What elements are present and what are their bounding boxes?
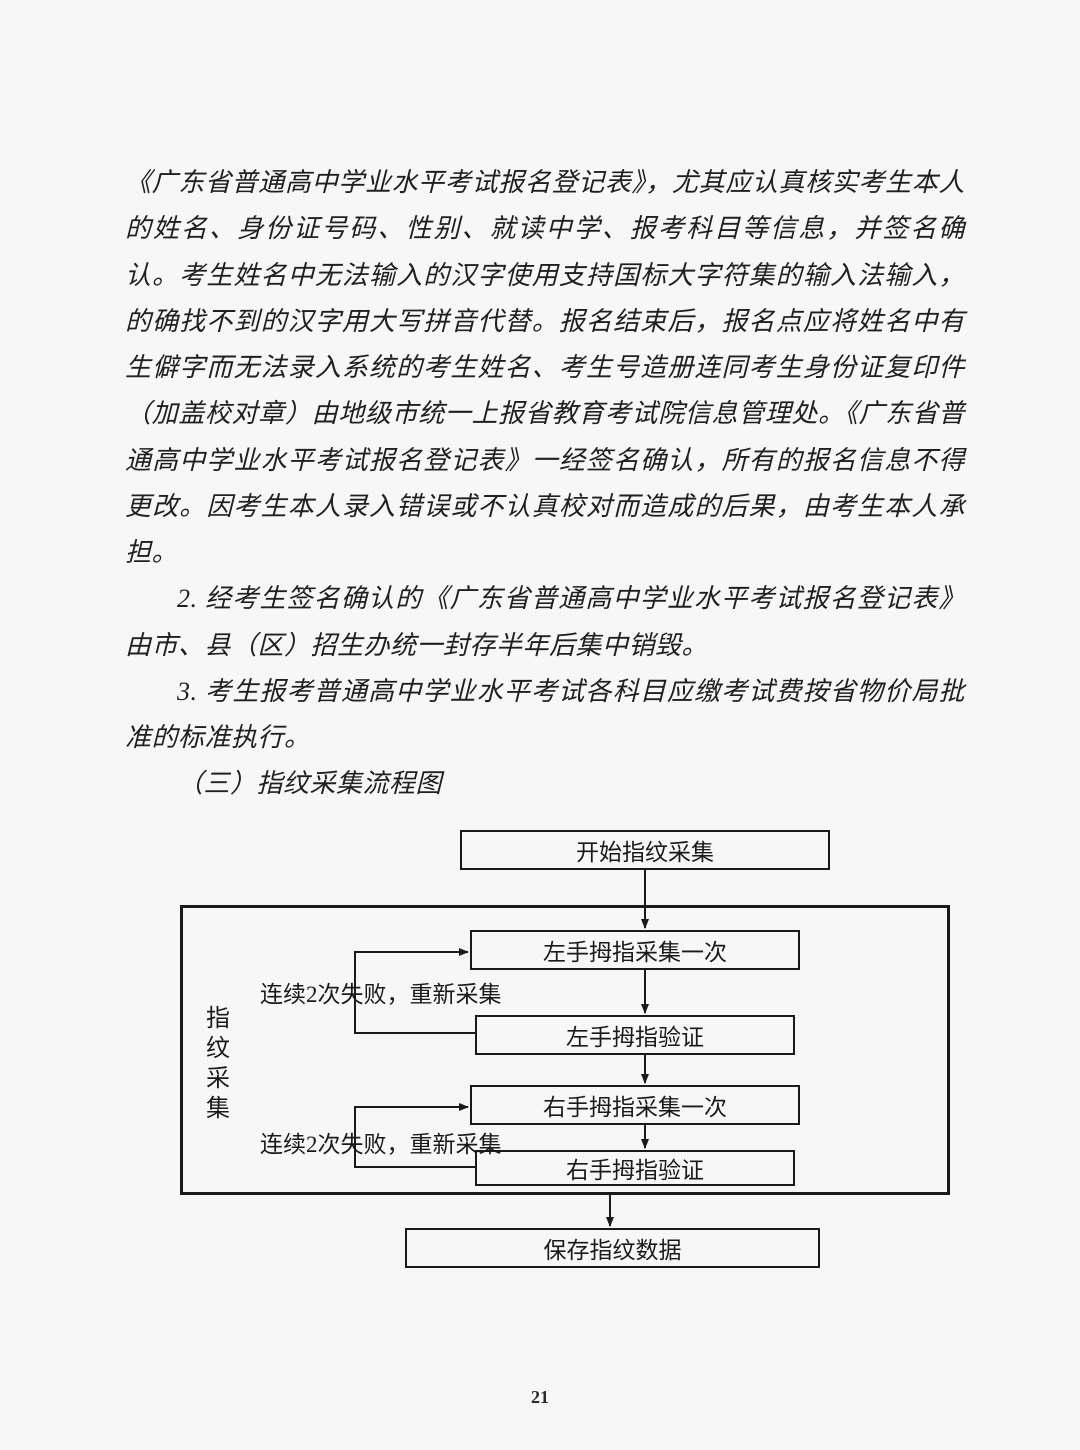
flow-box-left-collect-label: 左手拇指采集一次 (543, 933, 727, 967)
flow-box-right-collect-label: 右手拇指采集一次 (543, 1088, 727, 1122)
flow-box-save-label: 保存指纹数据 (544, 1231, 682, 1265)
flow-label-retry2-text: 连续2次失败，重新采集 (260, 1132, 502, 1157)
paragraph-1: 《广东省普通高中学业水平考试报名登记表》，尤其应认真核实考生本人的姓名、身份证号… (125, 160, 965, 576)
flow-box-right-verify: 右手拇指验证 (475, 1150, 795, 1186)
paragraph-4: （三）指纹采集流程图 (125, 761, 965, 807)
fingerprint-flowchart: 开始指纹采集 左手拇指采集一次 左手拇指验证 右手拇指采集一次 右手拇指验证 保… (180, 830, 950, 1270)
paragraph-2: 2. 经考生签名确认的《广东省普通高中学业水平考试报名登记表》由市、县（区）招生… (125, 576, 965, 669)
flow-label-vertical-text: 指纹采集 (206, 1006, 230, 1122)
flow-box-save: 保存指纹数据 (405, 1228, 820, 1268)
flow-box-right-verify-label: 右手拇指验证 (566, 1151, 704, 1185)
flow-label-retry1: 连续2次失败，重新采集 (260, 975, 502, 1009)
flow-box-start-label: 开始指纹采集 (576, 833, 714, 867)
flow-box-left-verify-label: 左手拇指验证 (566, 1018, 704, 1052)
flow-box-right-collect: 右手拇指采集一次 (470, 1085, 800, 1125)
flow-box-left-verify: 左手拇指验证 (475, 1015, 795, 1055)
page-number: 21 (0, 1387, 1080, 1408)
paragraph-3: 3. 考生报考普通高中学业水平考试各科目应缴考试费按省物价局批准的标准执行。 (125, 669, 965, 762)
flow-label-retry2: 连续2次失败，重新采集 (260, 1125, 502, 1159)
flow-label-vertical: 指纹采集 (206, 1004, 230, 1124)
flow-box-left-collect: 左手拇指采集一次 (470, 930, 800, 970)
body-text-block: 《广东省普通高中学业水平考试报名登记表》，尤其应认真核实考生本人的姓名、身份证号… (125, 160, 965, 808)
flow-label-retry1-text: 连续2次失败，重新采集 (260, 982, 502, 1007)
flow-box-start: 开始指纹采集 (460, 830, 830, 870)
